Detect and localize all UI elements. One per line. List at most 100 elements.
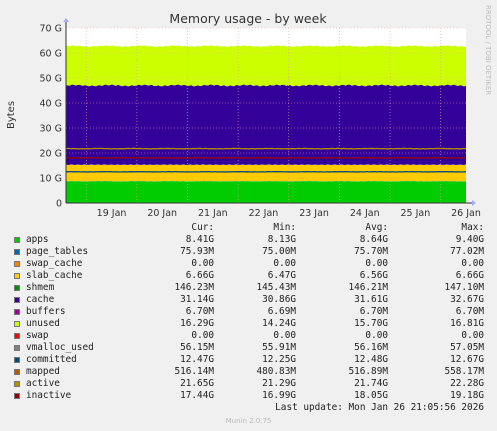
legend-value-min: 75.00M [262,246,296,257]
legend-header: Cur: Min: Avg: Max: [14,222,484,234]
legend-swatch [14,297,20,303]
legend-value-min: 55.91M [262,342,296,353]
legend-value-avg: 15.70G [354,318,388,329]
legend-series-name: inactive [26,390,72,401]
legend-swatch [14,273,20,279]
rrdtool-side-label: RRDTOOL / TOBI OETIKER [484,5,492,95]
legend-value-cur: 516.14M [174,366,214,377]
y-tick-label: 60 G [40,49,62,60]
area-cache [66,84,466,165]
legend-value-max: 6.66G [455,270,484,281]
legend-value-min: 8.13G [267,234,296,245]
y-tick-label: 70 G [40,24,62,35]
legend-series-name: apps [26,234,49,245]
legend-header-min: Min: [273,222,296,233]
x-tick-label: 23 Jan [299,208,329,219]
legend-series-name: mapped [26,366,60,377]
legend-value-max: 558.17M [444,366,484,377]
legend-swatch [14,249,20,255]
legend-value-max: 9.40G [455,234,484,245]
legend-value-max: 147.10M [444,282,484,293]
area-apps [66,181,466,203]
legend-value-max: 19.18G [450,390,484,401]
y-tick-label: 40 G [40,99,62,110]
legend-value-max: 6.70M [455,306,484,317]
legend-header-cur: Cur: [191,222,214,233]
legend-value-max: 77.02M [450,246,484,257]
legend-value-min: 0.00 [273,258,296,269]
legend-value-cur: 8.41G [185,234,214,245]
legend-swatch [14,369,20,375]
legend-value-avg: 31.61G [354,294,388,305]
legend-value-avg: 6.70M [359,306,388,317]
legend-value-cur: 31.14G [180,294,214,305]
legend-value-min: 480.83M [256,366,296,377]
area-shmem [66,164,466,166]
legend-value-avg: 18.05G [354,390,388,401]
y-tick-label: 0 [56,199,62,210]
legend-series-name: cache [26,294,55,305]
x-tick-label: 19 Jan [97,208,127,219]
legend-row-mapped: mapped 516.14M 480.83M 516.89M 558.17M [14,366,484,378]
legend-value-cur: 75.93M [180,246,214,257]
y-axis-arrow [63,18,69,22]
legend-value-cur: 21.65G [180,378,214,389]
legend-row-shmem: shmem 146.23M 145.43M 146.21M 147.10M [14,282,484,294]
legend-series-name: vmalloc_used [26,342,94,353]
legend-swatch [14,357,20,363]
legend-value-cur: 0.00 [191,258,214,269]
legend-value-cur: 56.15M [180,342,214,353]
legend-swatch [14,285,20,291]
legend-value-cur: 17.44G [180,390,214,401]
legend-value-avg: 516.89M [348,366,388,377]
legend-value-avg: 21.74G [354,378,388,389]
legend-swatch [14,309,20,315]
line-active [65,147,467,150]
legend-row-inactive: inactive 17.44G 16.99G 18.05G 19.18G [14,390,484,402]
legend-value-min: 14.24G [262,318,296,329]
legend-row-committed: committed 12.47G 12.25G 12.48G 12.67G [14,354,484,366]
legend-row-buffers: buffers 6.70M 6.69M 6.70M 6.70M [14,306,484,318]
legend-value-cur: 146.23M [174,282,214,293]
legend-value-avg: 8.64G [359,234,388,245]
legend-row-apps: apps 8.41G 8.13G 8.64G 9.40G [14,234,484,246]
area-unused [66,45,466,87]
legend-row-cache: cache 31.14G 30.86G 31.61G 32.67G [14,294,484,306]
y-tick-label: 10 G [40,174,62,185]
legend-swatch [14,261,20,267]
legend-swatch [14,333,20,339]
chart-axes: 0 10 G 20 G 30 G 40 G 50 G 60 G 70 G 19 Jan 20 Ja… [40,18,481,219]
legend-value-min: 6.47G [267,270,296,281]
legend-swatch [14,381,20,387]
legend-value-avg: 12.48G [354,354,388,365]
x-tick-label: 25 Jan [400,208,430,219]
legend-value-max: 22.28G [450,378,484,389]
legend-value-avg: 6.56G [359,270,388,281]
x-tick-label: 22 Jan [249,208,279,219]
legend-value-min: 16.99G [262,390,296,401]
area-slab_cache [66,164,466,182]
x-tick-label: 21 Jan [198,208,228,219]
y-axis-label: Bytes [6,101,17,129]
legend-swatch [14,321,20,327]
legend-value-cur: 16.29G [180,318,214,329]
chart-areas [66,45,466,203]
legend-swatch [14,393,20,399]
legend-value-max: 0.00 [461,258,484,269]
legend-swatch [14,237,20,243]
legend-series-name: swap [26,330,49,341]
legend-value-min: 21.29G [262,378,296,389]
y-tick-label: 30 G [40,124,62,135]
legend-value-avg: 146.21M [348,282,388,293]
legend-row-page-tables: page_tables 75.93M 75.00M 75.70M 77.02M [14,246,484,258]
x-tick-label: 24 Jan [350,208,380,219]
legend-series-name: active [26,378,60,389]
legend-series-name: page_tables [26,246,89,257]
last-update: Last update: Mon Jan 26 21:05:56 2026 [275,402,484,413]
munin-version: Munin 2.0.75 [225,417,272,425]
legend-value-cur: 0.00 [191,330,214,341]
legend-value-max: 16.81G [450,318,484,329]
legend-series-name: shmem [26,282,55,293]
legend-value-min: 145.43M [256,282,296,293]
legend-row-slab-cache: slab_cache 6.66G 6.47G 6.56G 6.66G [14,270,484,282]
